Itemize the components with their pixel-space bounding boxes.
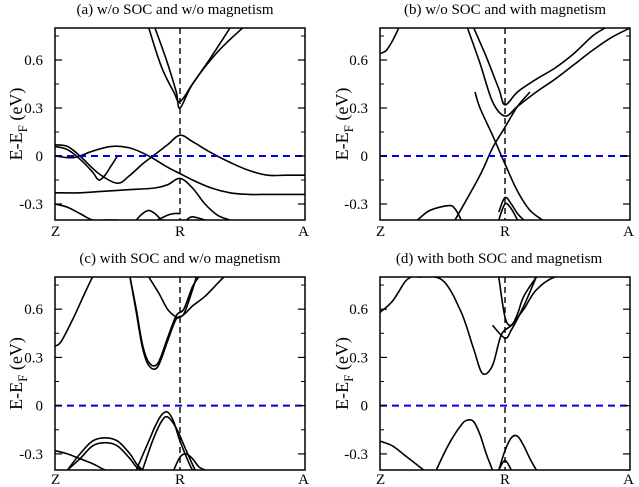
band-lines	[55, 277, 225, 470]
band-line-6	[416, 204, 463, 220]
y-tick-label: -0.3	[19, 197, 43, 213]
band-line-6	[66, 436, 144, 470]
x-tick-label: Z	[51, 472, 60, 487]
y-tick-label: 0	[361, 399, 369, 415]
band-line-5	[55, 145, 119, 181]
plot-frame	[54, 27, 306, 221]
x-tick-label: Z	[51, 224, 60, 240]
panel-title: (a) w/o SOC and w/o magnetism	[76, 2, 273, 18]
x-tick-label: A	[298, 224, 309, 240]
y-axis-label: E-EF (eV)	[332, 88, 356, 161]
x-tick-label: A	[623, 472, 634, 487]
y-tick-label: -0.3	[344, 197, 368, 213]
y-tick-label: 0	[361, 149, 369, 165]
band-line-8	[135, 410, 199, 470]
x-tick-label: Z	[376, 472, 385, 487]
x-tick-label: R	[175, 224, 185, 240]
band-line-10	[173, 453, 206, 470]
panel-d: (d) with both SOC and magnetism 0.6 0.3 0 -0…	[332, 251, 634, 487]
band-line-1	[380, 28, 400, 55]
band-line-10	[185, 215, 206, 220]
y-tick-label: -0.3	[344, 447, 368, 463]
plot-frame	[379, 276, 631, 471]
panel-c: (c) with SOC and w/o magnetism 0.6 0.3 0 -0.…	[6, 251, 309, 487]
y-tick-label: 0.6	[24, 302, 43, 318]
y-tick-label: -0.3	[19, 447, 43, 463]
y-tick-label: 0.6	[349, 302, 368, 318]
plot-frame	[54, 276, 306, 471]
band-line-8	[135, 209, 162, 220]
x-tick-label: R	[500, 472, 510, 487]
band-lines	[55, 28, 305, 220]
y-tick-label: 0.3	[349, 350, 368, 366]
band-line-2	[154, 28, 244, 109]
band-line-4	[454, 91, 531, 220]
panel-title: (d) with both SOC and magnetism	[396, 251, 603, 267]
panel-b: (b) w/o SOC and with magnetism 0.6 0.3 0 -0.…	[332, 2, 634, 240]
band-line-8	[498, 196, 525, 220]
band-line-4	[491, 277, 538, 339]
y-tick-label: 0	[36, 149, 44, 165]
band-line-6	[435, 418, 494, 470]
x-tick-label: A	[298, 472, 309, 487]
band-line-5	[380, 440, 425, 470]
band-line-2	[129, 277, 200, 367]
plot-frame	[379, 27, 631, 221]
panel-a: (a) w/o SOC and w/o magnetism 0.6 0.3 0 -0.3…	[6, 2, 309, 240]
band-line-1	[55, 277, 94, 347]
band-line-4	[148, 277, 225, 319]
band-line-2	[417, 277, 630, 376]
y-tick-label: 0.3	[24, 350, 43, 366]
band-line-6	[55, 177, 231, 220]
band-line-7	[55, 203, 118, 220]
y-tick-label: 0	[36, 399, 44, 415]
band-line-9	[141, 415, 196, 470]
band-line-1	[380, 277, 412, 314]
y-tick-label: 0.6	[24, 53, 43, 69]
band-line-7	[498, 202, 519, 220]
panel-title: (c) with SOC and w/o magnetism	[79, 251, 281, 267]
y-tick-label: 0.3	[349, 101, 368, 117]
band-line-5	[55, 449, 112, 470]
band-line-3	[55, 134, 305, 184]
band-line-2	[473, 28, 606, 106]
band-line-9	[157, 212, 181, 220]
x-tick-label: R	[500, 224, 510, 240]
band-line-3	[466, 28, 630, 117]
band-line-3	[498, 277, 537, 327]
y-axis-label: E-EF (eV)	[332, 337, 356, 410]
band-line-7	[66, 441, 143, 470]
y-axis-label: E-EF (eV)	[6, 337, 30, 410]
band-line-3	[129, 277, 198, 370]
x-tick-label: Z	[376, 224, 385, 240]
x-tick-label: R	[175, 472, 185, 487]
y-axis-label: E-EF (eV)	[6, 88, 30, 161]
x-tick-label: A	[623, 224, 634, 240]
y-tick-label: 0.3	[24, 101, 43, 117]
panel-title: (b) w/o SOC and with magnetism	[404, 2, 606, 18]
y-tick-label: 0.6	[349, 53, 368, 69]
